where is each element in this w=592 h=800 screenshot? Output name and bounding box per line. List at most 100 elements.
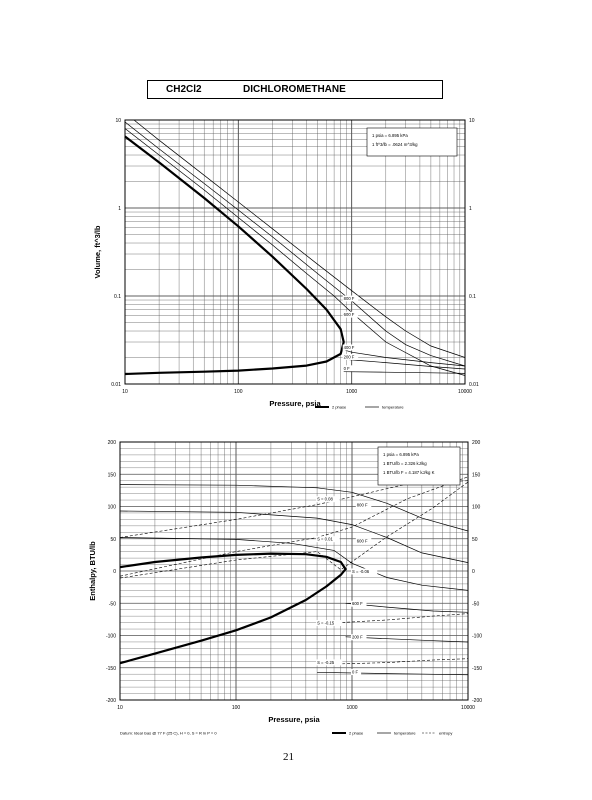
x-tick-label: 10000 <box>458 389 472 395</box>
y-tick-label: 1 <box>118 206 121 212</box>
entropy-line <box>119 481 469 579</box>
series-label-bg <box>351 568 378 575</box>
series-label: S = 0.08 <box>317 497 333 502</box>
y-tick-label: 100 <box>108 505 117 511</box>
series-label-bg <box>351 669 362 676</box>
series-label-bg <box>342 311 359 318</box>
series-label-bg <box>342 295 359 302</box>
series-label: S = -0.25 <box>317 660 335 665</box>
units-line: 1 BTU/lb F = 4.187 kJ/kg K <box>383 470 435 475</box>
y-tick-label: 0.1 <box>114 294 121 300</box>
series-label: 600 F <box>344 312 355 317</box>
x-tick-label: 1000 <box>346 389 357 395</box>
x-tick-label: 100 <box>234 389 243 395</box>
series-label-bg <box>316 620 343 627</box>
chemical-formula: CH2Cl2 <box>166 84 202 95</box>
x-axis-label: Pressure, psia <box>269 399 321 408</box>
x-tick-label: 10 <box>122 389 128 395</box>
temperature-line <box>343 349 466 367</box>
series-label: 600 F <box>352 601 363 606</box>
y-tick-label-right: 50 <box>472 537 478 543</box>
legend-label: temperature <box>394 731 416 736</box>
y-tick-label-right: 150 <box>472 472 481 478</box>
y-tick-label-right: 100 <box>472 505 481 511</box>
temperature-line <box>119 537 469 591</box>
legend-label: 2 phase <box>332 405 347 410</box>
units-box <box>366 127 458 157</box>
y-tick-label-right: 0 <box>472 569 475 575</box>
entropy-line <box>317 658 469 665</box>
units-line: 1 psia = 6.895 kPa <box>383 452 419 457</box>
temperature-line <box>343 371 466 374</box>
entropy-line <box>119 476 469 577</box>
series-label: 0 F <box>352 670 358 675</box>
y-tick-label-right: -100 <box>472 634 482 640</box>
x-tick-label: 10000 <box>461 705 475 711</box>
y-tick-label-right: -150 <box>472 666 482 672</box>
footnote: Datum: Ideal Gas @ 77 F (25 C), H = 0, S… <box>120 731 217 736</box>
temperature-line <box>124 128 466 376</box>
series-label: 400 F <box>344 345 355 350</box>
temperature-line <box>119 510 469 563</box>
series-label-bg <box>316 659 343 666</box>
series-label: 0 F <box>344 366 350 371</box>
units-box <box>377 446 461 486</box>
y-tick-label: 50 <box>110 537 116 543</box>
volume-chart: 0.01 0.01 0.1 0.1 1 1 10 10 10 100 1000 10000 Pressu… <box>93 118 479 410</box>
series-label: S = -0.15 <box>317 621 335 626</box>
y-tick-label-right: 10 <box>469 118 475 124</box>
series-label-bg <box>342 365 353 372</box>
temperature-line <box>124 121 466 367</box>
grid <box>124 119 466 385</box>
y-tick-label: 10 <box>115 118 121 124</box>
series-label: 600 F <box>357 539 368 544</box>
y-tick-label-right: -50 <box>472 601 479 607</box>
series-label-bg <box>355 538 372 545</box>
y-axis-label: Volume, ft^3/lb <box>93 225 102 278</box>
series-label-bg <box>342 353 359 360</box>
y-tick-label: 150 <box>108 472 117 478</box>
series-label: S = -0.06 <box>352 569 370 574</box>
y-tick-label: -200 <box>106 698 116 704</box>
y-tick-label-right: 0.01 <box>469 382 479 388</box>
plot-frame <box>119 441 469 701</box>
series-label: S = 0.01 <box>317 537 333 542</box>
series-label-bg <box>342 344 359 351</box>
x-tick-label: 100 <box>232 705 241 711</box>
series-label-bg <box>351 600 367 607</box>
temperature-line <box>119 484 469 532</box>
series-label-bg <box>355 502 372 508</box>
series-label: 800 F <box>344 296 355 301</box>
plot-frame <box>124 119 466 385</box>
temperature-line <box>133 119 466 358</box>
units-line: 1 psia = 6.895 kPa <box>372 133 408 138</box>
enthalpy-chart: 200 200 150 150 100 100 50 50 0 0 -50 -50 -100 -100 -1… <box>88 440 482 736</box>
chemical-name: DICHLOROMETHANE <box>243 84 346 95</box>
series-label-bg <box>351 634 367 641</box>
units-line: 1 ft^3/lb = .0624 m^3/kg <box>372 142 418 147</box>
entropy-line <box>119 480 469 538</box>
series-label: 800 F <box>357 503 368 508</box>
x-tick-label: 10 <box>117 705 123 711</box>
y-tick-label-right: 200 <box>472 440 481 446</box>
y-axis-label: Enthalpy, BTU/lb <box>88 541 97 601</box>
series-label-bg <box>316 536 340 543</box>
units-line: 1 BTU/lb = 2.326 kJ/kg <box>383 461 427 466</box>
y-tick-label: -100 <box>106 634 116 640</box>
y-tick-label-right: 1 <box>469 206 472 212</box>
two-phase-dome <box>124 135 345 376</box>
legend-label: entropy <box>439 731 452 736</box>
y-tick-label: 200 <box>108 440 117 446</box>
y-tick-label-right: 0.1 <box>469 294 476 300</box>
page-number: 21 <box>283 751 294 763</box>
y-tick-label: 0 <box>113 569 116 575</box>
chart-title-box: CH2Cl2 DICHLOROMETHANE <box>147 80 443 99</box>
legend-label: temperature <box>382 405 404 410</box>
y-tick-label: 0.01 <box>111 382 121 388</box>
y-tick-label: -50 <box>109 601 116 607</box>
legend-label: 2 phase <box>349 731 364 736</box>
temperature-line <box>317 671 469 676</box>
series-label: 200 F <box>352 635 363 640</box>
series-label-bg <box>316 496 340 503</box>
